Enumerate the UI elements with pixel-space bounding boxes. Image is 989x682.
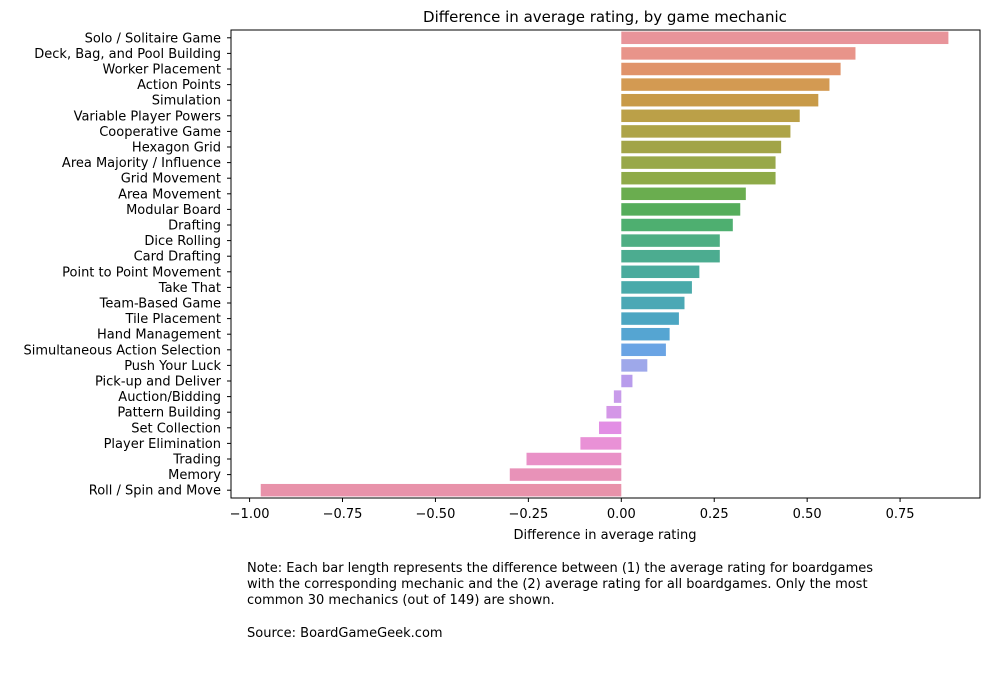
x-tick-label: 0.50 <box>793 507 822 522</box>
bar-17 <box>621 296 685 310</box>
y-tick-label: Pattern Building <box>117 406 221 421</box>
bar-22 <box>621 374 633 388</box>
y-tick-label: Simulation <box>152 94 221 109</box>
y-tick-label: Auction/Bidding <box>118 390 221 405</box>
bar-23 <box>613 390 622 403</box>
y-tick-label: Worker Placement <box>103 63 222 78</box>
chart-title: Difference in average rating, by game me… <box>423 8 787 26</box>
bar-20 <box>621 343 666 357</box>
bar-0 <box>621 31 949 45</box>
y-tick-label: Modular Board <box>126 203 221 218</box>
y-tick-label: Trading <box>172 453 221 468</box>
y-tick-label: Team-Based Game <box>99 297 221 312</box>
y-tick-label: Point to Point Movement <box>62 265 221 280</box>
bar-4 <box>621 93 819 107</box>
bar-11 <box>621 203 741 216</box>
bar-9 <box>621 171 776 185</box>
bar-1 <box>621 47 856 60</box>
x-ticks: −1.00 −0.75 −0.50 −0.25 0.00 0.25 0.50 0.75 <box>230 498 915 522</box>
bar-29 <box>260 483 622 497</box>
x-tick-label: −0.50 <box>416 507 456 522</box>
bar-12 <box>621 218 733 232</box>
y-tick-label: Set Collection <box>131 421 221 436</box>
y-tick-label: Solo / Solitaire Game <box>85 31 221 46</box>
chart-note: Note: Each bar length represents the dif… <box>247 561 874 608</box>
y-tick-label: Dice Rolling <box>144 234 221 249</box>
bar-19 <box>621 327 670 341</box>
bar-27 <box>526 452 622 466</box>
bars-group <box>260 31 949 497</box>
bar-16 <box>621 281 692 294</box>
y-tick-label: Player Elimination <box>104 437 221 452</box>
plot-frame <box>230 29 981 499</box>
x-tick-label: 0.00 <box>607 507 636 522</box>
y-tick-label: Drafting <box>168 219 221 234</box>
y-tick-label: Deck, Bag, and Pool Building <box>34 47 221 62</box>
y-tick-label: Memory <box>168 468 221 483</box>
x-tick-label: 0.25 <box>700 507 729 522</box>
bar-28 <box>509 468 622 481</box>
bar-3 <box>621 78 830 91</box>
y-tick-label: Grid Movement <box>121 172 221 187</box>
y-tick-label: Cooperative Game <box>99 125 221 140</box>
x-tick-label: −0.25 <box>508 507 548 522</box>
x-tick-label: 0.75 <box>886 507 915 522</box>
bar-21 <box>621 359 648 372</box>
bar-25 <box>598 421 622 435</box>
y-tick-label: Area Movement <box>118 187 221 202</box>
bar-7 <box>621 140 782 154</box>
bar-13 <box>621 234 720 247</box>
x-tick-label: −0.75 <box>323 507 363 522</box>
y-tick-label: Tile Placement <box>125 312 221 327</box>
y-tick-label: Push Your Luck <box>124 359 221 374</box>
y-tick-label: Action Points <box>137 78 221 93</box>
bar-15 <box>621 265 700 279</box>
bar-2 <box>621 62 841 76</box>
bar-14 <box>621 249 720 263</box>
y-tick-label: Simultaneous Action Selection <box>23 343 221 358</box>
y-tick-label: Hexagon Grid <box>132 141 221 156</box>
y-tick-label: Pick-up and Deliver <box>95 375 222 390</box>
x-tick-label: −1.00 <box>230 507 270 522</box>
bar-6 <box>621 125 791 138</box>
x-axis-label: Difference in average rating <box>514 528 697 543</box>
y-tick-label: Hand Management <box>97 328 221 343</box>
y-tick-label: Card Drafting <box>134 250 221 265</box>
y-tick-label: Variable Player Powers <box>74 109 222 124</box>
bar-10 <box>621 187 746 201</box>
bar-5 <box>621 109 800 123</box>
y-tick-label: Area Majority / Influence <box>62 156 221 171</box>
y-tick-label: Roll / Spin and Move <box>89 484 221 499</box>
bar-18 <box>621 312 679 325</box>
bar-8 <box>621 156 776 169</box>
chart-source: Source: BoardGameGeek.com <box>247 626 443 641</box>
bar-24 <box>606 405 622 419</box>
bar-chart: Difference in average rating, by game me… <box>23 8 981 543</box>
bar-26 <box>580 437 622 450</box>
y-tick-label: Take That <box>158 281 221 296</box>
